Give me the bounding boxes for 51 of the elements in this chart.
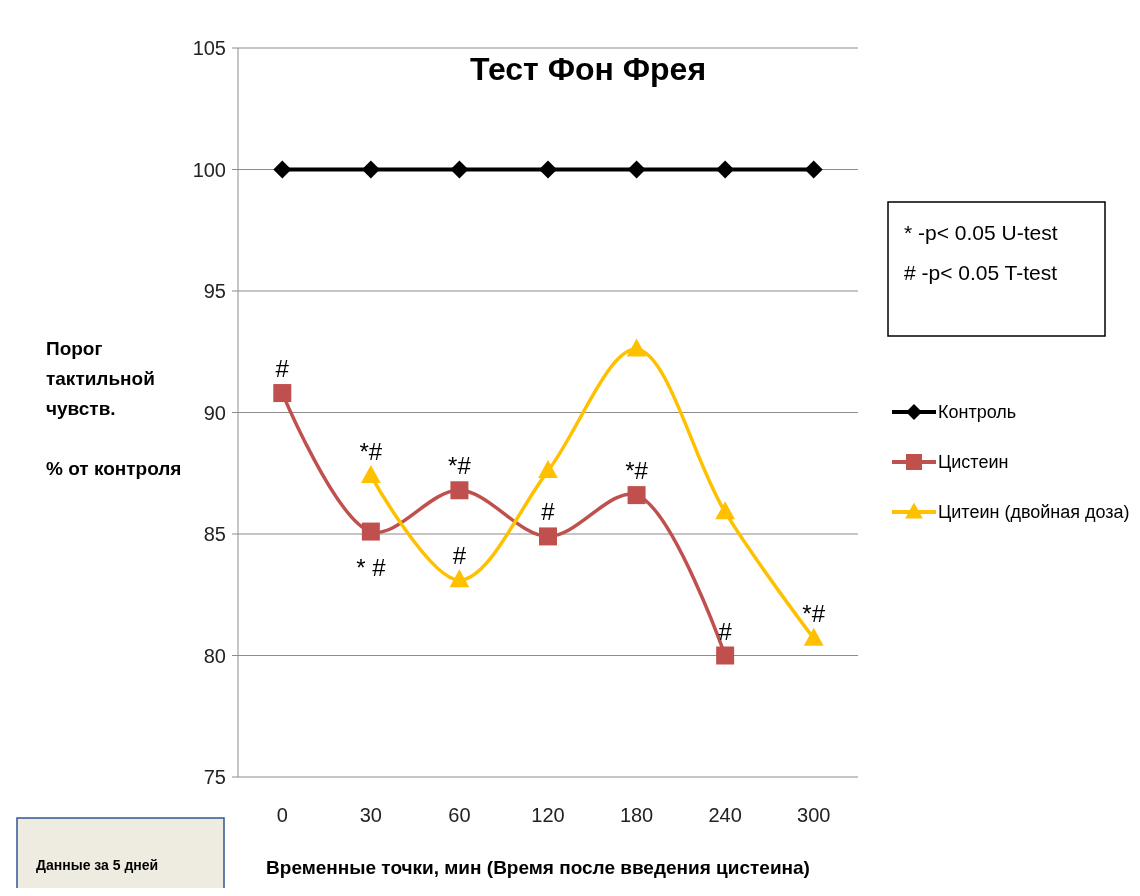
y-tick-label: 90	[203, 401, 226, 424]
point	[539, 160, 557, 179]
point	[716, 160, 735, 179]
y-tick-label: 95	[203, 280, 226, 302]
annotation: *#	[359, 437, 383, 465]
legend-label: Цитеин (двойная доза)	[938, 502, 1130, 523]
point	[538, 460, 558, 479]
x-tick-label: 300	[797, 804, 831, 826]
x-tick-label: 120	[531, 804, 565, 826]
x-tick-label: 180	[619, 804, 654, 826]
x-tick-label: 240	[708, 804, 742, 826]
x-tick-label: 0	[276, 804, 288, 826]
annotation: *#	[802, 600, 826, 628]
point	[715, 501, 736, 520]
annotation: *#	[625, 457, 649, 485]
y-tick-label: 100	[192, 158, 226, 181]
point	[361, 522, 380, 541]
point	[450, 160, 469, 179]
annotation: #	[452, 542, 467, 570]
annotation: *#	[448, 452, 472, 480]
point	[360, 464, 381, 483]
chart-title: Тест Фон Фрея	[469, 51, 707, 87]
text: Данные за 5 дней	[36, 857, 159, 873]
text: * -p< 0.05 U-test	[904, 221, 1058, 244]
point	[804, 160, 823, 179]
point	[803, 627, 824, 646]
y-tick-label: 80	[203, 644, 226, 667]
point	[361, 160, 380, 179]
point	[539, 527, 557, 546]
annotation: * #	[356, 553, 387, 581]
point	[273, 160, 292, 179]
point	[627, 486, 646, 505]
point	[450, 481, 469, 500]
text: Порог тактильной чувств. % от контроля	[46, 338, 182, 479]
annotation: #	[275, 355, 290, 383]
x-axis-title: Временные точки, мин (Время после введения цистеина)	[266, 857, 810, 878]
point	[626, 338, 647, 357]
point	[716, 646, 735, 665]
x-tick-label: 30	[359, 804, 382, 826]
y-tick-label: 75	[203, 766, 226, 788]
text: # -p< 0.05 T-test	[904, 261, 1058, 284]
point	[627, 160, 646, 179]
x-tick-label: 60	[448, 804, 471, 826]
point	[273, 384, 292, 403]
legend-label: Цистеин	[938, 452, 1009, 473]
y-tick-label: 105	[192, 37, 226, 59]
annotation: #	[541, 498, 556, 526]
annotation: #	[718, 617, 733, 645]
legend-label: Контроль	[938, 402, 1017, 423]
point	[449, 569, 470, 588]
y-tick-label: 85	[203, 523, 226, 545]
